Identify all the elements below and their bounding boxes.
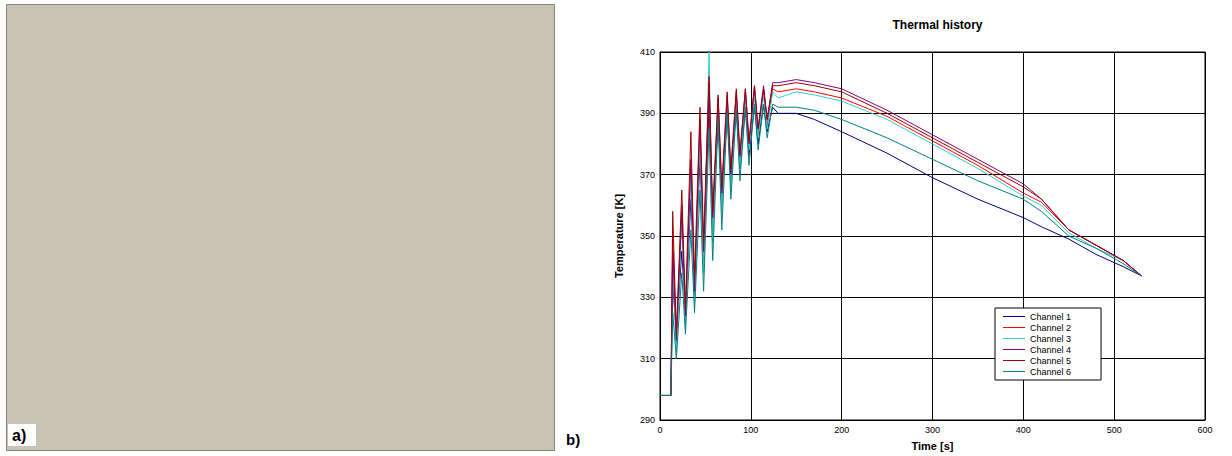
svg-text:Channel 5: Channel 5 [1030,356,1071,366]
svg-text:Time [s]: Time [s] [912,440,954,452]
svg-text:Temperature [K]: Temperature [K] [613,194,625,278]
svg-text:Channel 6: Channel 6 [1030,367,1071,377]
svg-text:Channel 4: Channel 4 [1030,345,1071,355]
svg-text:600: 600 [1197,425,1212,435]
svg-text:310: 310 [640,354,655,364]
svg-text:300: 300 [925,425,940,435]
svg-text:500: 500 [1107,425,1122,435]
svg-text:200: 200 [834,425,849,435]
svg-text:400: 400 [1016,425,1031,435]
svg-text:390: 390 [640,108,655,118]
svg-text:Channel 2: Channel 2 [1030,323,1071,333]
svg-text:410: 410 [640,47,655,57]
svg-text:Channel 1: Channel 1 [1030,312,1071,322]
svg-text:330: 330 [640,292,655,302]
svg-text:Thermal history: Thermal history [892,18,982,32]
svg-text:Channel 3: Channel 3 [1030,334,1071,344]
svg-text:b): b) [566,431,580,448]
svg-text:a): a) [12,427,26,444]
svg-text:100: 100 [743,425,758,435]
svg-text:350: 350 [640,231,655,241]
svg-text:290: 290 [640,415,655,425]
svg-text:370: 370 [640,170,655,180]
svg-text:0: 0 [657,425,662,435]
